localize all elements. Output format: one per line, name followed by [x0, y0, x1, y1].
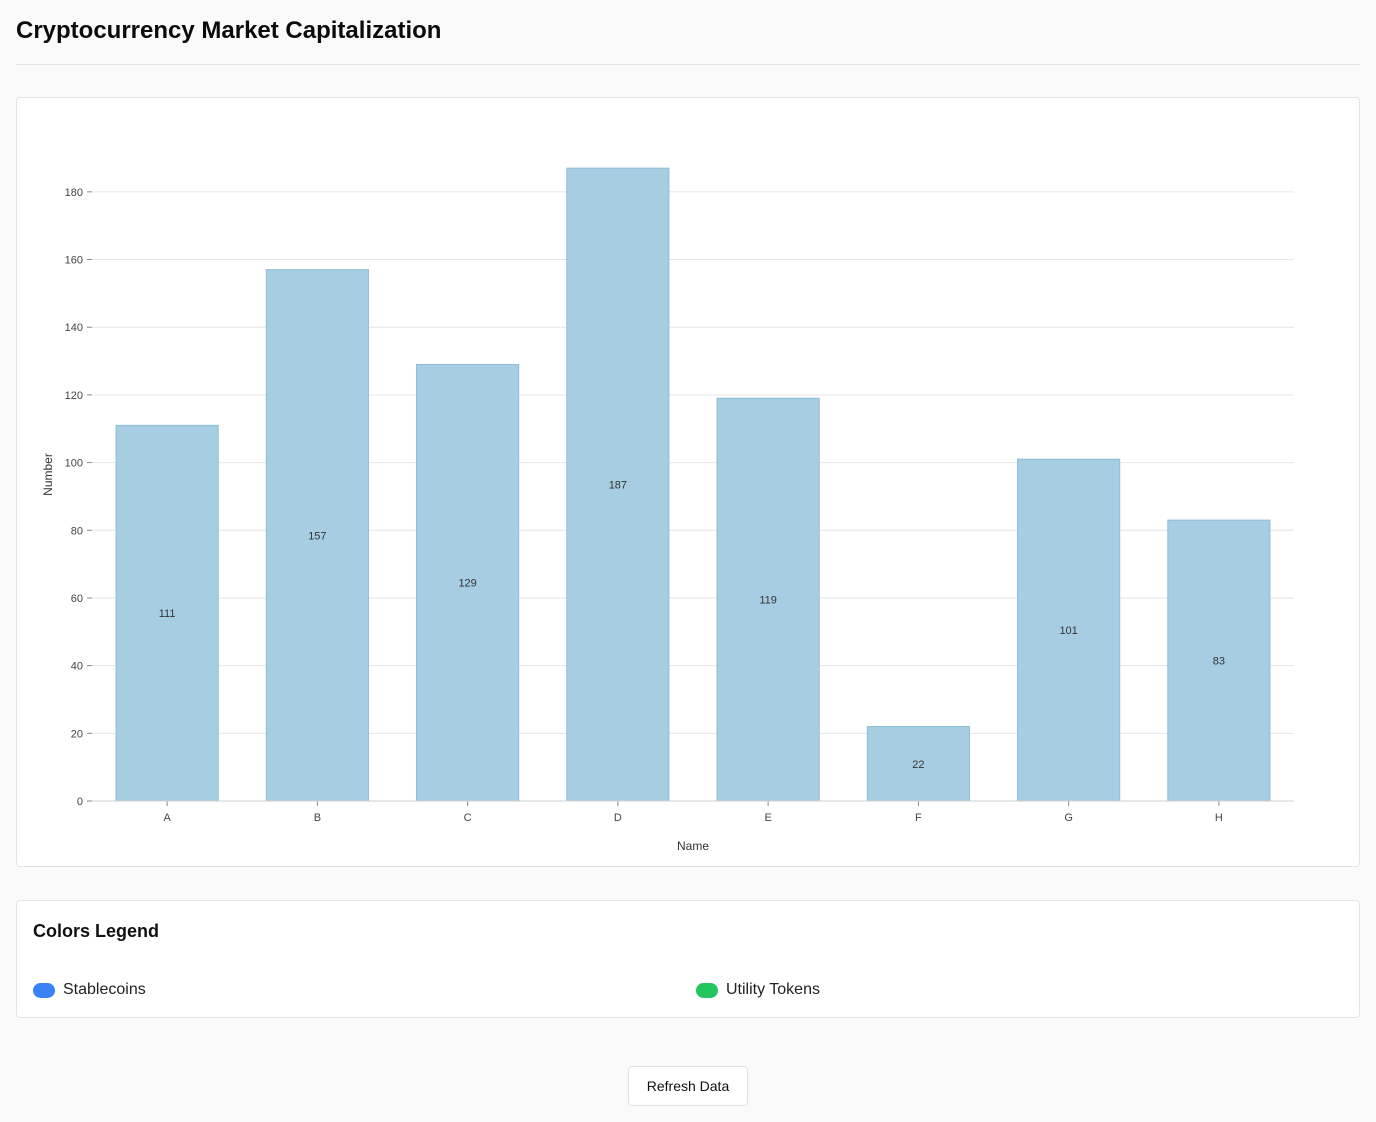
bar-B [265, 269, 369, 802]
legend-label-stablecoins: Stablecoins [63, 981, 146, 998]
bar-value-label-E: 119 [759, 595, 777, 607]
y-tick-label-140: 140 [65, 322, 83, 334]
y-tick-label-0: 0 [77, 796, 83, 808]
bar-value-label-A: 111 [159, 608, 176, 620]
y-tick-label-160: 160 [65, 255, 83, 267]
bar-value-label-B: 157 [308, 530, 326, 542]
bar-chart: 111 157 129 187 119 22 101 83 0 20 40 60 80 100 120 14… [41, 167, 1294, 853]
x-tick-label-D: D [614, 812, 622, 824]
bar-value-label-H: 83 [1213, 656, 1225, 668]
x-tick-label-A: A [163, 812, 171, 824]
legend-item-utility-tokens: Utility Tokens [696, 979, 820, 1001]
y-tick-label-120: 120 [65, 390, 83, 402]
bar-value-label-G: 101 [1059, 625, 1077, 637]
y-tick-label-180: 180 [65, 187, 83, 199]
y-tick-label-80: 80 [71, 525, 83, 537]
legend-swatch-stablecoins [33, 982, 55, 998]
y-tick-label-100: 100 [65, 458, 83, 470]
bar-A [115, 424, 219, 802]
x-tick-label-B: B [314, 812, 321, 824]
bar-value-label-D: 187 [609, 480, 627, 492]
x-tick-label-G: G [1064, 812, 1073, 824]
chart-card: 111 157 129 187 119 22 101 83 0 20 40 60 80 100 120 14… [16, 97, 1360, 867]
bars: 111 157 129 187 119 22 101 83 [115, 167, 1271, 802]
y-tick-label-20: 20 [71, 728, 83, 740]
y-tick-label-60: 60 [71, 593, 83, 605]
header: Cryptocurrency Market Capitalization [16, 0, 1360, 65]
refresh-data-button[interactable]: Refresh Data [628, 1066, 748, 1106]
page-title: Cryptocurrency Market Capitalization [16, 17, 442, 44]
x-tick-label-C: C [464, 812, 472, 824]
bar-G [1017, 458, 1121, 802]
x-tick-label-F: F [915, 812, 922, 824]
bar-F [866, 726, 970, 802]
legend-item-stablecoins: Stablecoins [33, 979, 146, 1001]
bar-E [716, 397, 820, 802]
bar-D [566, 167, 670, 802]
axes: 0 20 40 60 80 100 120 140 160 180 A B C D E F G H [65, 187, 1294, 824]
y-axis-title: Number [41, 453, 55, 496]
legend-label-utility-tokens: Utility Tokens [726, 981, 820, 998]
y-tick-label-40: 40 [71, 661, 83, 673]
bar-H [1167, 519, 1271, 802]
colors-legend: Colors Legend Stablecoins Utility Tokens [16, 900, 1360, 1018]
x-tick-label-E: E [764, 812, 771, 824]
legend-title: Colors Legend [33, 921, 160, 941]
legend-swatch-utility-tokens [696, 982, 718, 998]
x-axis-title: Name [677, 839, 709, 853]
bar-value-label-C: 129 [458, 578, 476, 590]
bar-value-label-F: 22 [912, 759, 924, 771]
x-tick-label-H: H [1215, 812, 1223, 824]
